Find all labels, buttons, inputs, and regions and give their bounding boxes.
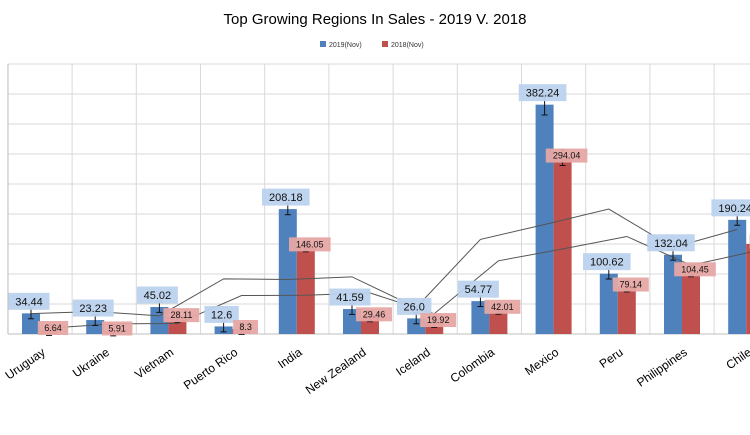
- data-label-2018: 146.05: [296, 239, 324, 249]
- legend-swatch-2018: [382, 41, 388, 47]
- data-label-2019: 12.6: [211, 309, 232, 321]
- data-label-2019: 23.23: [79, 303, 107, 315]
- bar-2018: [297, 246, 315, 334]
- bar-2019: [536, 105, 554, 334]
- x-tick-label: Puerto Rico: [181, 345, 241, 393]
- legend-label-2018: 2018(Nov): [391, 42, 424, 49]
- x-tick-label: Vietnam: [132, 345, 176, 382]
- bar-2019: [279, 209, 297, 334]
- bar-2019: [728, 220, 746, 334]
- bars: [22, 105, 750, 334]
- data-label-2018: 29.46: [363, 309, 386, 319]
- x-tick-label: Mexico: [522, 345, 561, 378]
- data-label-2019: 100.62: [590, 257, 624, 269]
- x-tick-label: Chile: [723, 345, 750, 372]
- x-tick-label: Iceland: [393, 345, 433, 379]
- data-label-2019: 132.04: [654, 238, 688, 250]
- x-tick-label: Ukraine: [70, 345, 112, 380]
- chart-title: Top Growing Regions In Sales - 2019 V. 2…: [224, 11, 527, 28]
- gridlines: [8, 64, 750, 334]
- x-tick-label: India: [275, 345, 305, 372]
- data-label-2019: 190.24: [718, 203, 750, 215]
- data-label-2018: 42.01: [491, 302, 514, 312]
- bar-2018: [618, 287, 636, 334]
- data-label-2018: 294.04: [553, 151, 581, 161]
- x-tick-label: Peru: [597, 345, 626, 371]
- x-tick-label: New Zealand: [303, 345, 369, 397]
- data-label-2018: 79.14: [620, 280, 643, 290]
- data-label-2019: 382.24: [526, 88, 560, 100]
- data-label-2018: 6.64: [44, 323, 62, 333]
- data-label-2018: 5.91: [108, 323, 126, 333]
- bar-2018: [746, 244, 750, 334]
- legend: 2019(Nov) 2018(Nov): [320, 41, 424, 49]
- x-tick-label: Philippines: [634, 345, 690, 390]
- data-labels: 34.44 6.64 23.235.91 45.02 28.11 12.6 8.3 208.1…: [9, 84, 750, 335]
- data-label-2018: 104.45: [681, 264, 709, 274]
- data-label-2019: 26.0: [403, 301, 424, 313]
- x-tick-label: Colombia: [448, 345, 498, 386]
- x-tick-label: Uruguay: [3, 345, 48, 382]
- bar-2018: [682, 271, 700, 334]
- bar-2018: [554, 158, 572, 334]
- data-label-2018: 8.3: [239, 322, 252, 332]
- legend-label-2019: 2019(Nov): [329, 42, 362, 49]
- data-label-2019: 41.59: [336, 292, 364, 304]
- data-label-2018: 28.11: [170, 310, 192, 320]
- legend-swatch-2019: [320, 41, 326, 47]
- data-label-2018: 19.92: [427, 315, 450, 325]
- data-label-2019: 45.02: [144, 290, 172, 302]
- data-label-2019: 34.44: [15, 296, 43, 308]
- data-label-2019: 208.18: [269, 192, 303, 204]
- data-label-2019: 54.77: [465, 284, 493, 296]
